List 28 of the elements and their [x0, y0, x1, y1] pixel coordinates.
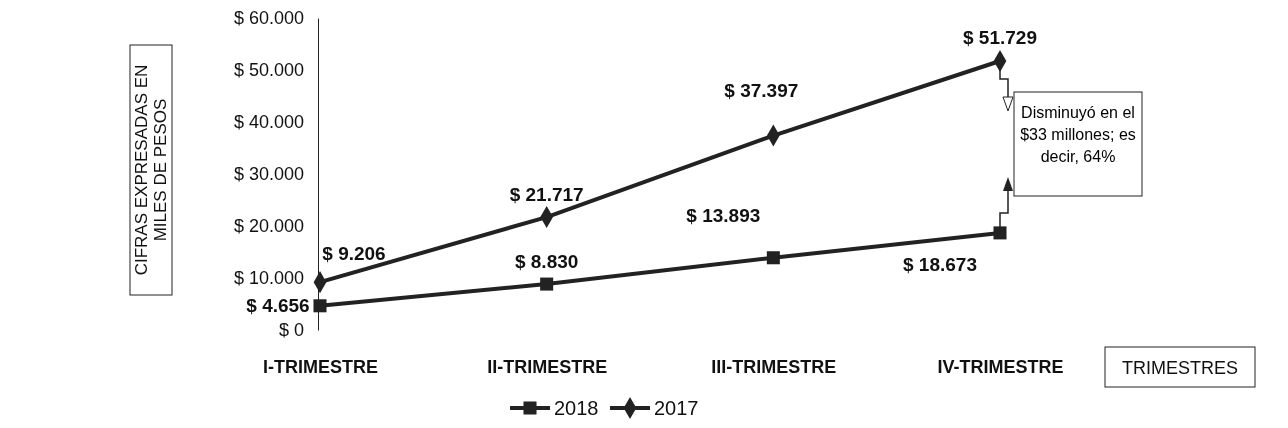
data-label: $ 21.717 [509, 184, 584, 206]
y-tick-label: $ 10.000 [233, 268, 304, 289]
data-label: $ 37.397 [724, 79, 799, 101]
point [766, 251, 780, 265]
y-tick-label: $ 0 [278, 320, 304, 341]
y-tick-label: $ 20.000 [233, 216, 304, 237]
y-tick-label: $ 30.000 [233, 164, 304, 185]
point [993, 226, 1007, 240]
y-tick-label: $ 40.000 [233, 112, 304, 133]
x-tick-label: II-TRIMESTRE [487, 356, 608, 377]
legend-label: 2017 [654, 397, 699, 419]
x-axis-title: TRIMESTRES [1121, 358, 1239, 378]
data-label: $ 9.206 [322, 243, 386, 265]
y-axis-title: CIFRAS EXPRESADAS EN MILES DE PESOS [132, 64, 170, 276]
legend-label: 2018 [554, 397, 599, 419]
data-label: $ 18.673 [903, 253, 977, 275]
data-label: $ 13.893 [686, 204, 761, 226]
y-tick-label: $ 50.000 [233, 60, 304, 81]
x-tick-label: IV-TRIMESTRE [937, 356, 1064, 377]
data-label: $ 4.656 [246, 294, 310, 316]
point [540, 277, 554, 291]
data-label: $ 8.830 [514, 251, 579, 273]
x-tick-label: III-TRIMESTRE [711, 356, 837, 377]
data-label: $ 51.729 [963, 27, 1037, 49]
x-tick-label: I-TRIMESTRE [263, 356, 378, 377]
point [313, 299, 327, 313]
y-tick-label: $ 60.000 [233, 8, 304, 29]
annotation: Disminuyó en el $33 millones; es decir, 64% [1019, 103, 1137, 167]
